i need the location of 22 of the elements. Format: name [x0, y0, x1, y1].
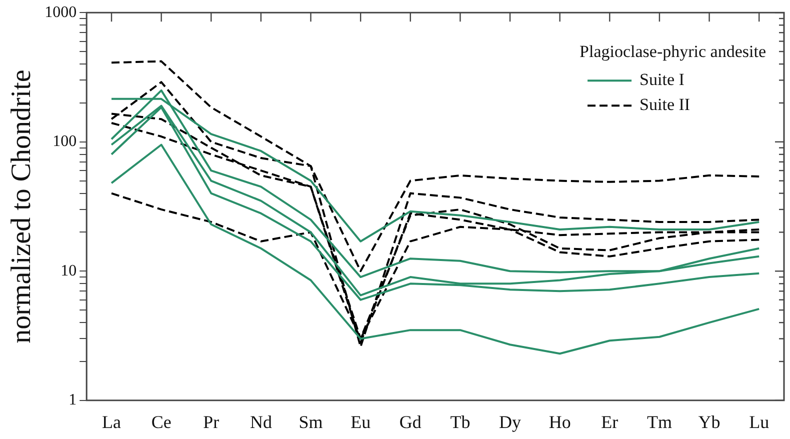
- x-tick-label: Tm: [646, 412, 672, 432]
- x-tick-label: Lu: [749, 412, 770, 432]
- x-tick-label: Nd: [250, 412, 272, 432]
- y-tick-label: 1000: [44, 4, 77, 21]
- legend-label: Suite I: [640, 70, 685, 90]
- y-tick-label: 100: [52, 133, 77, 150]
- legend-label: Suite II: [640, 95, 690, 114]
- x-tick-label: Sm: [298, 412, 323, 432]
- x-tick-label: Eu: [350, 412, 371, 432]
- x-tick-label: Ho: [548, 412, 571, 432]
- x-tick-label: Ce: [151, 412, 172, 432]
- y-axis-title: normalized to Chondrite: [6, 70, 38, 344]
- x-tick-label: Gd: [399, 412, 422, 432]
- x-tick-label: Dy: [499, 412, 522, 432]
- x-tick-label: La: [102, 412, 122, 432]
- x-tick-label: Tb: [450, 412, 470, 432]
- y-tick-label: 1: [68, 392, 77, 409]
- x-tick-label: Er: [601, 412, 618, 432]
- legend-title: Plagioclase-phyric andesite: [580, 42, 766, 62]
- x-tick-label: Pr: [203, 412, 220, 432]
- x-tick-label: Yb: [698, 412, 720, 432]
- y-tick-label: 10: [60, 262, 77, 280]
